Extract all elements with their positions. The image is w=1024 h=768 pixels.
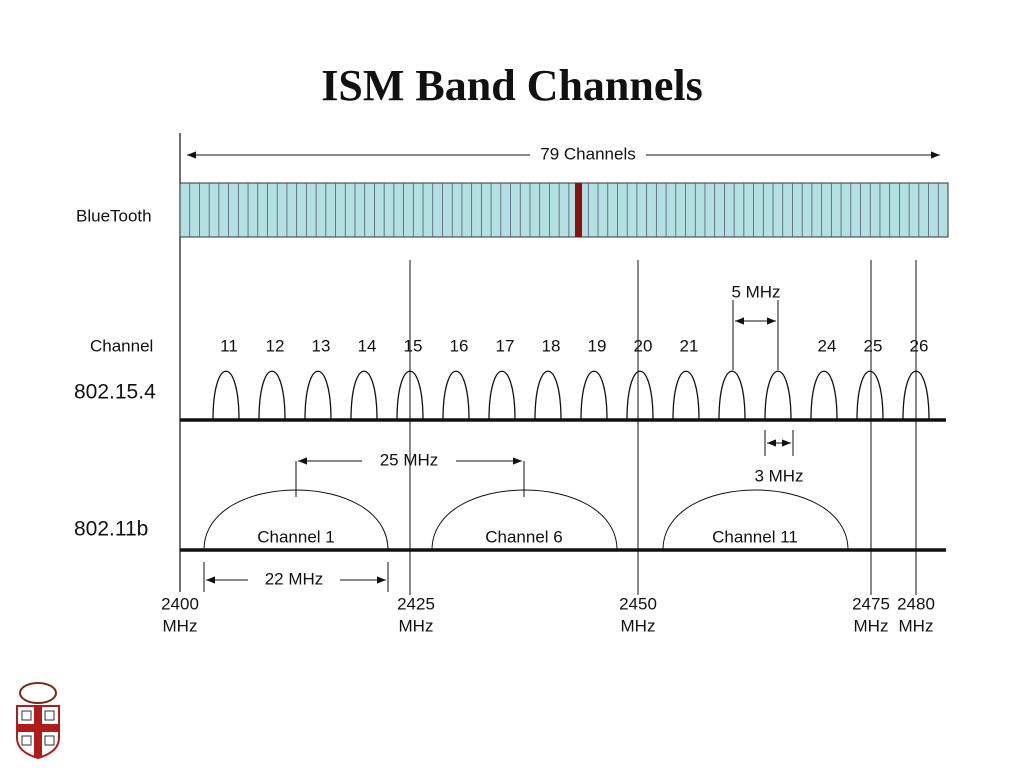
shape (19, 682, 57, 704)
bluetooth-label: BlueTooth (76, 206, 152, 225)
frequency-value: 2400 (161, 594, 199, 613)
channel-hump (258, 370, 286, 421)
channel-number: 15 (404, 336, 423, 355)
channel-hump (488, 370, 516, 421)
frequency-value: 2480 (897, 594, 935, 613)
frequency-unit: MHz (899, 616, 934, 635)
slide-title: ISM Band Channels (321, 61, 702, 110)
channel-hump (580, 370, 608, 421)
frequency-unit: MHz (399, 616, 434, 635)
channel-number: 16 (450, 336, 469, 355)
shape (212, 370, 930, 421)
shape (21, 735, 32, 746)
channel-number: 18 (542, 336, 561, 355)
channel-number: 14 (358, 336, 377, 355)
shape (44, 710, 55, 721)
channel-hump (534, 370, 562, 421)
shape (17, 724, 59, 732)
frequency-unit: MHz (854, 616, 889, 635)
channel-hump (212, 370, 240, 421)
spacing-label: 25 MHz (380, 450, 439, 469)
wifi-channel: Channel 6 (485, 527, 563, 546)
wifi-label: 802.11b (74, 518, 148, 541)
logo (16, 682, 60, 760)
channel-number: 24 (818, 336, 837, 355)
channel-heading: Channel (90, 336, 153, 355)
shape (189, 183, 939, 237)
zigbee-label: 802.15.4 (74, 381, 156, 404)
frequency-value: 2475 (852, 594, 890, 613)
channel-hump (396, 370, 424, 421)
shape (179, 182, 949, 238)
shape (575, 183, 582, 237)
frequency-unit: MHz (163, 616, 198, 635)
channel-hump (350, 370, 378, 421)
frequency-unit: MHz (621, 616, 656, 635)
channel-hump (304, 370, 332, 421)
channel-number: 19 (588, 336, 607, 355)
channel-hump (672, 370, 700, 421)
channel-hump (902, 370, 930, 421)
channel-hump (626, 370, 654, 421)
channel-hump (442, 370, 470, 421)
channel-number: 26 (910, 336, 929, 355)
width-label: 3 MHz (754, 466, 803, 485)
spacing-label: 5 MHz (731, 282, 780, 301)
width-label: 22 MHz (265, 569, 324, 588)
channel-number: 21 (680, 336, 699, 355)
channel-number: 12 (266, 336, 285, 355)
channel-number: 25 (864, 336, 883, 355)
wifi-channel: Channel 1 (257, 527, 335, 546)
channel-number: 13 (312, 336, 331, 355)
frequency-value: 2450 (619, 594, 657, 613)
channel-hump (810, 370, 838, 421)
frequency-value: 2425 (397, 594, 435, 613)
span-label: 79 Channels (540, 144, 635, 163)
shape (662, 489, 849, 551)
channel-number: 11 (220, 336, 238, 355)
wifi-channel: Channel 11 (712, 527, 798, 546)
channel-hump (856, 370, 884, 421)
channel-hump (764, 370, 792, 421)
channel-hump (718, 370, 746, 421)
channel-number: 20 (634, 336, 653, 355)
diagram (179, 133, 949, 595)
channel-number: 17 (496, 336, 515, 355)
shape (44, 735, 55, 746)
shape (21, 710, 32, 721)
